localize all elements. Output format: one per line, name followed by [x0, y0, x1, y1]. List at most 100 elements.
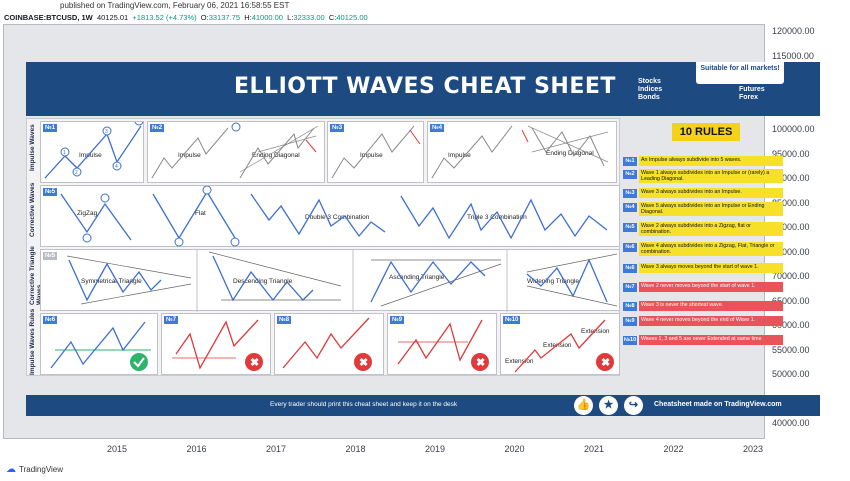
cell-rule-10: №10 Extension Extension Extension ✖ [500, 313, 620, 375]
label-triple3: Triple 3 Combination [467, 214, 527, 221]
cell-impulse-1: №1 Impulse 1 2 3 4 › [40, 121, 144, 183]
price-tick: 85000.00 [772, 197, 810, 208]
price-tick: 70000.00 [772, 271, 810, 281]
rule-number: №5 [623, 223, 637, 232]
rule7-diagram: ✖ [172, 319, 263, 371]
cell-impulse-3: №3 Impulse [327, 121, 424, 183]
thumbs-up-icon[interactable]: 👍 [574, 396, 593, 415]
label-ending-diagonal: Ending Diagonal [546, 150, 594, 157]
high-value: 41000.00 [251, 13, 283, 22]
row-label-impulse: Impulse Waves [29, 124, 36, 171]
tradingview-logo[interactable]: ☁ TradingView [6, 464, 63, 475]
label-flat: Flat [195, 210, 206, 217]
rule-6b: №6 Wave 3 always moves beyond the start o… [623, 263, 783, 273]
label-extension-1: Extension [581, 328, 610, 335]
svg-text:✖: ✖ [601, 357, 610, 369]
time-tick: 2021 [584, 444, 605, 454]
price-tick: 75000.00 [772, 246, 810, 257]
market-indices: Indices [638, 86, 663, 93]
time-tick: 2020 [504, 444, 525, 454]
time-tick: 2018 [345, 444, 366, 454]
rule-text: Wave 4 always subdivides into a Zigzag, … [639, 242, 783, 256]
rule-number: №6 [623, 264, 637, 273]
cell-triangles: №5 Symmetrical Triangle Descending Trian… [40, 249, 620, 312]
svg-text:4: 4 [115, 164, 118, 170]
label-extension-3: Extension [505, 358, 534, 365]
rule-number: №8 [623, 302, 637, 311]
label-impulse: Impulse [360, 152, 383, 159]
impulse-3-diagram [331, 125, 421, 179]
time-tick: 2022 [663, 444, 684, 454]
corrective-wave-diagrams [60, 186, 608, 247]
market-futures: Futures [739, 86, 765, 93]
rule-3: №3 Wave 3 always subdivides into an Impul… [623, 188, 783, 198]
rule-2: №2 Wave 1 always subdivides into an Impul… [623, 169, 783, 183]
price-tick: 115000.00 [772, 50, 814, 61]
market-forex: Forex [739, 94, 759, 101]
cell-impulse-4: №4 Impulse Ending Diagonal [427, 121, 617, 183]
cell-rule-8: №8 ✖ [274, 313, 384, 375]
price-tick: 90000.00 [772, 173, 810, 183]
rule-number: №3 [623, 189, 637, 198]
star-icon[interactable]: ★ [599, 396, 618, 415]
markets-right: Bitcoin Futures Forex [739, 78, 765, 102]
impulse-ending-diagonal-4-diagram [431, 125, 609, 179]
svg-text:2: 2 [75, 170, 78, 176]
rule-6a: №6 Wave 4 always subdivides into a Zigzag… [623, 242, 783, 256]
tag-n1: №1 [43, 124, 58, 132]
rule6-diagram [50, 321, 151, 371]
label-descending: Descending Triangle [233, 278, 293, 285]
rule-text: Wave 4 never moves beyond the end of Wav… [639, 316, 783, 326]
rules-title: 10 RULES [672, 123, 740, 141]
made-on-text: Cheatsheet made on TradingView.com [654, 401, 782, 408]
rule-text: Wave 1 always subdivides into an Impulse… [639, 169, 783, 183]
close-value: 40125.00 [336, 13, 368, 22]
time-axis[interactable]: 2015 2016 2017 2018 2019 2020 2021 2022 2023 [3, 440, 765, 458]
label-double3: Double 3 Combination [305, 214, 370, 221]
tag-n10: №10 [503, 316, 521, 324]
rule-7: №7 Wave 2 never moves beyond the start of… [623, 282, 783, 292]
high-label: H: [244, 13, 252, 22]
rule-4: №4 Wave 5 always subdivides into an Impul… [623, 202, 783, 216]
close-label: C: [328, 13, 337, 22]
time-tick: 2015 [107, 444, 128, 454]
cell-rule-9: №9 ✖ [387, 313, 497, 375]
time-tick: 2017 [266, 444, 287, 454]
rule10-diagram: ✖ [514, 319, 614, 373]
tag-n6: №6 [43, 316, 58, 324]
open-value: 33137.75 [208, 13, 241, 22]
row-label-rules: Impulse Waves Rules [29, 308, 36, 375]
suitable-note: Suitable for all markets! [696, 62, 784, 84]
cell-corrective: №5 ZigZag Flat Double 3 Combination Trip… [40, 185, 620, 247]
rule-1: №1 An Impulse always subdivide into 5 wav… [623, 156, 783, 166]
rule-10: №10 Waves 1, 3 and 5 are never Extended a… [623, 335, 783, 345]
rule-text: Wave 5 always subdivides into an Impulse… [639, 202, 783, 216]
symbol-name[interactable]: COINBASE:BTCUSD, 1W [4, 13, 93, 22]
tag-n9: №9 [390, 316, 405, 324]
rule-5: №5 Wave 2 always subdivides into a Zigzag… [623, 222, 783, 236]
label-ascending: Ascending Triangle [389, 274, 445, 281]
impulse-wave-diagram: 1 2 3 4 › [44, 122, 144, 179]
symbol-info: COINBASE:BTCUSD, 1W 40125.01 +1813.52 (+… [4, 13, 368, 22]
svg-text:1: 1 [63, 150, 66, 156]
impulse-ending-diagonal-diagram [151, 122, 319, 179]
tag-n2: №2 [150, 124, 165, 132]
tag-n3: №3 [330, 124, 345, 132]
price-tick: 40000.00 [772, 418, 810, 428]
price-tick: 100000.00 [772, 124, 815, 134]
price-tick: 60000.00 [772, 320, 810, 330]
label-symmetrical: Symmetrical Triangle [81, 278, 142, 285]
rule-text: Wave 2 never moves beyond the start of w… [639, 282, 783, 292]
share-icon[interactable]: ↪ [624, 396, 643, 415]
rule-number: №10 [623, 336, 637, 345]
price-tick: 120000.00 [772, 26, 815, 36]
cell-impulse-2: №2 Impulse Ending Diagonal [147, 121, 325, 183]
last-price: 40125.01 [96, 13, 129, 22]
rule-text: Wave 3 is never the shortest wave. [639, 301, 783, 311]
footer-text: Every trader should print this cheat she… [270, 401, 458, 408]
rule-number: №4 [623, 203, 637, 212]
low-value: 32333.00 [293, 13, 325, 22]
svg-text:3: 3 [105, 129, 108, 135]
triangle-diagrams [66, 250, 618, 312]
rule-text: Waves 1, 3 and 5 are never Extended at s… [639, 335, 783, 345]
